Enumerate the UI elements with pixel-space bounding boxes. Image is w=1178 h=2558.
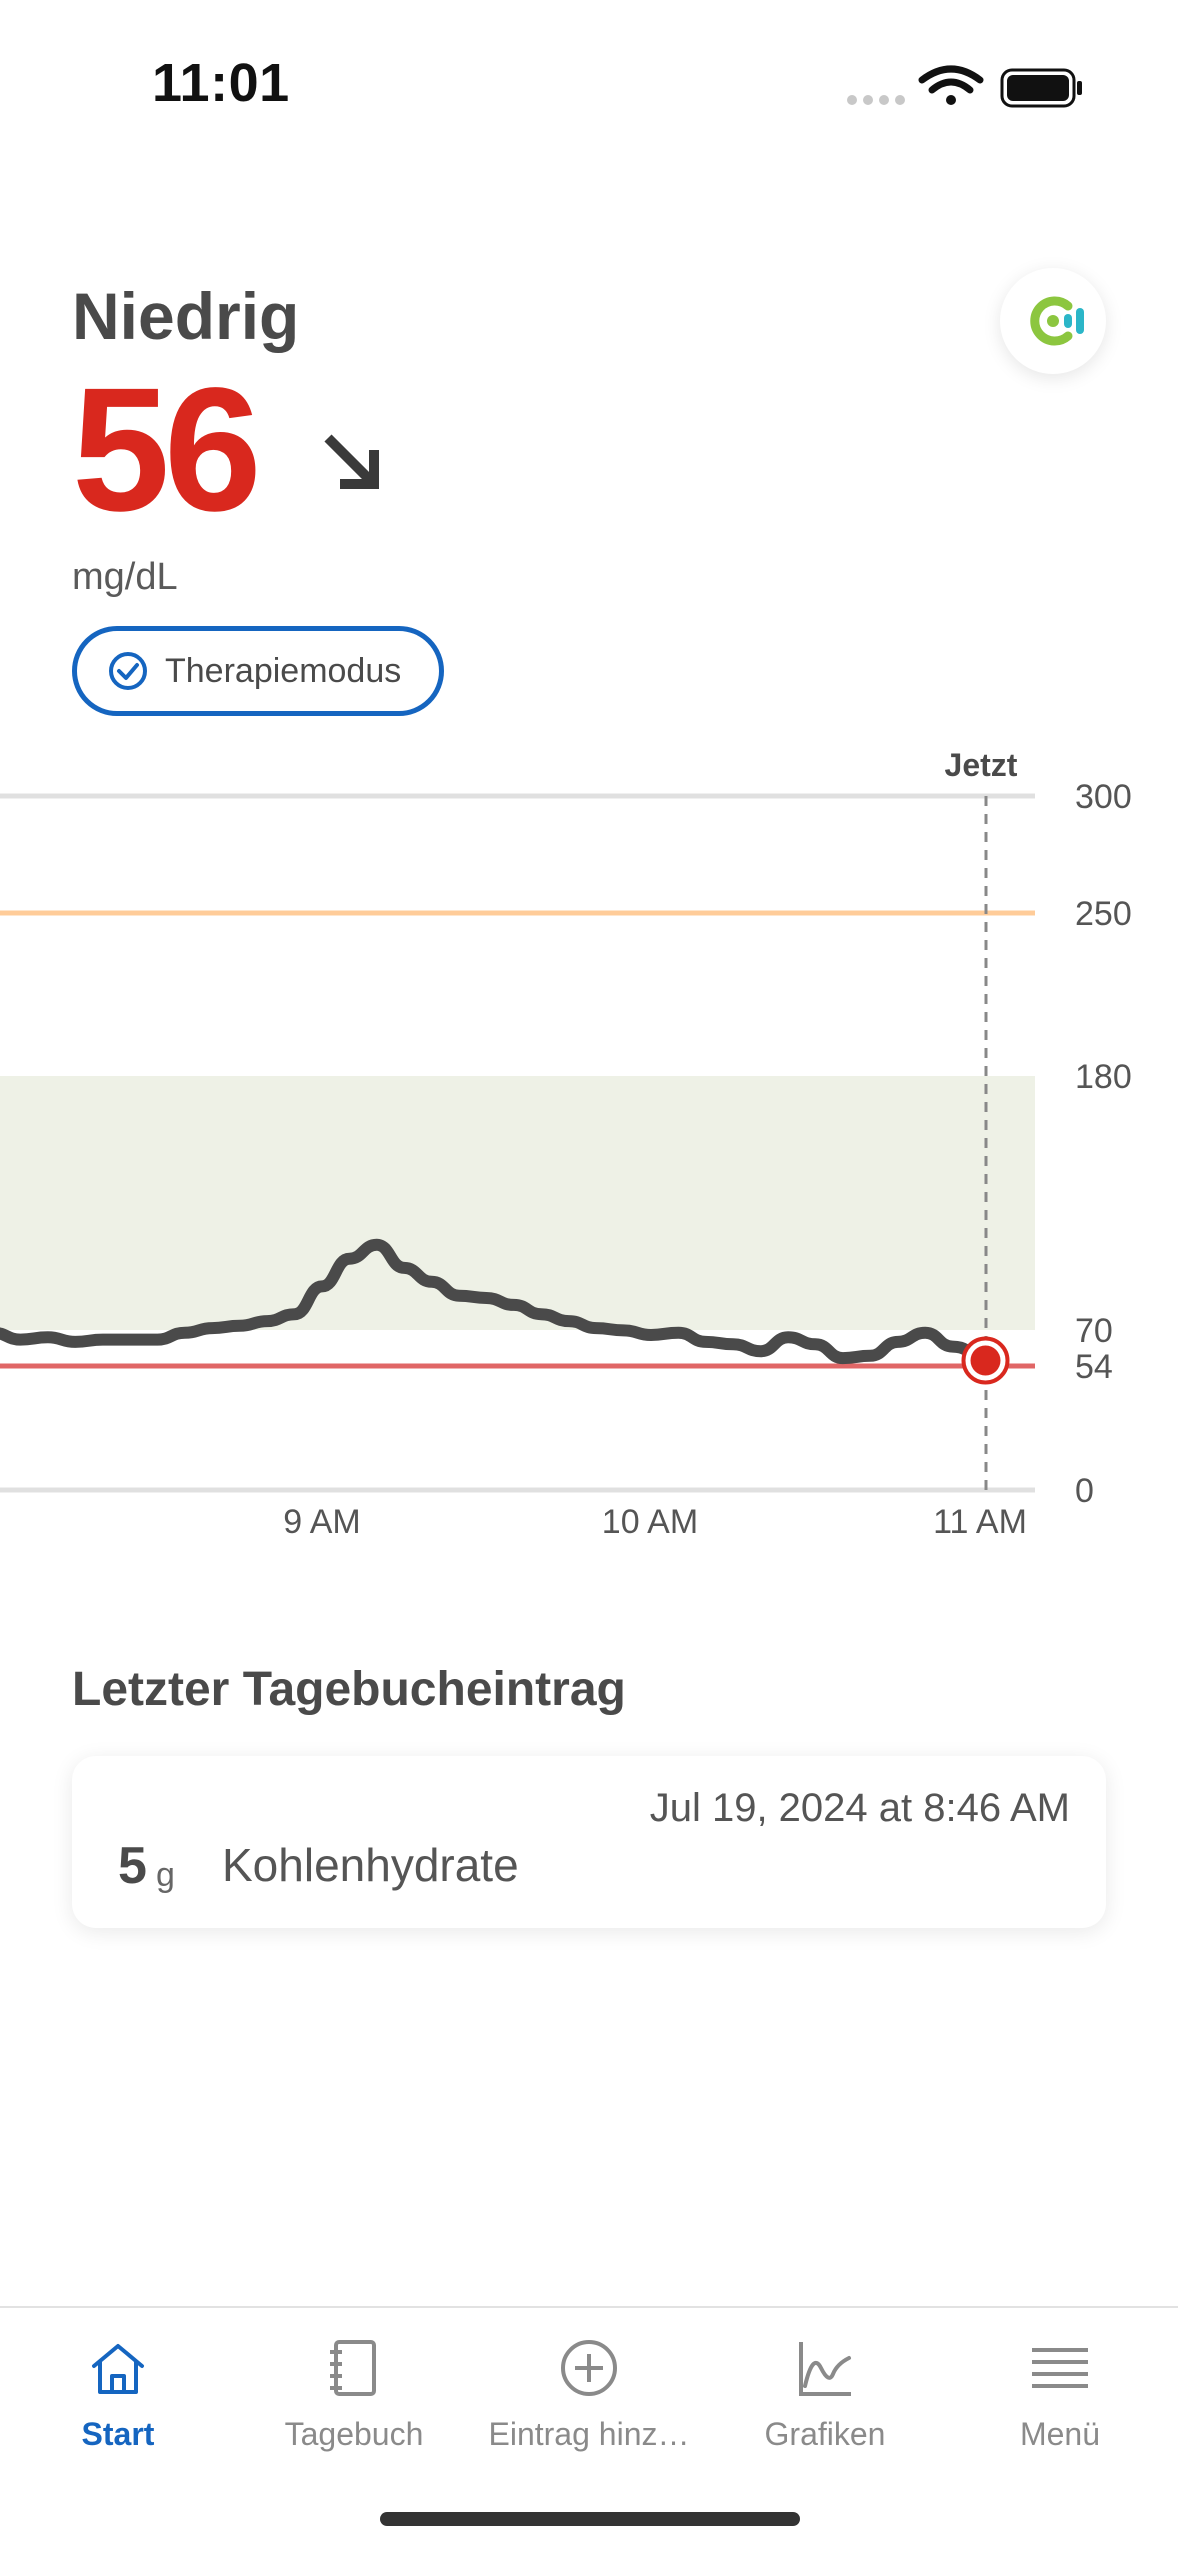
tab-add-entry[interactable]: Eintrag hinz… bbox=[471, 2308, 707, 2478]
cellular-signal-icon bbox=[847, 95, 905, 105]
home-indicator bbox=[380, 2512, 800, 2526]
tab-menu[interactable]: Menü bbox=[942, 2308, 1178, 2478]
therapy-mode-button[interactable]: Therapiemodus bbox=[72, 626, 444, 716]
tab-label: Menü bbox=[1019, 2416, 1101, 2452]
now-label: Jetzt bbox=[945, 747, 1018, 783]
diary-entry-type: Kohlenhydrate bbox=[222, 1839, 519, 1891]
glucose-status-label: Niedrig bbox=[72, 279, 300, 353]
glucose-value: 56 bbox=[72, 352, 262, 548]
y-tick-300: 300 bbox=[1075, 778, 1132, 816]
glucose-unit: mg/dL bbox=[72, 556, 178, 598]
check-circle-icon bbox=[109, 652, 147, 690]
y-tick-0: 0 bbox=[1075, 1472, 1094, 1510]
target-range-band bbox=[0, 1076, 1035, 1330]
current-reading-marker bbox=[961, 1336, 1010, 1385]
plus-circle-icon bbox=[561, 2340, 617, 2396]
tab-start[interactable]: Start bbox=[0, 2308, 236, 2478]
app-logo-button[interactable] bbox=[1000, 268, 1106, 374]
glucose-chart[interactable]: Jetzt 300 250 180 70 54 0 9 AM 10 AM 11 … bbox=[0, 730, 1178, 1550]
status-time: 11:01 bbox=[152, 53, 290, 113]
home-icon bbox=[92, 2344, 144, 2394]
chart-icon bbox=[799, 2342, 851, 2396]
tab-label: Start bbox=[81, 2416, 155, 2452]
trend-arrow-down-right-icon bbox=[324, 434, 379, 489]
status-icons bbox=[847, 65, 1082, 108]
glucose-trace-line bbox=[0, 1238, 992, 1367]
tab-label: Eintrag hinz… bbox=[488, 2416, 690, 2452]
y-tick-70: 70 bbox=[1075, 1312, 1113, 1350]
y-tick-180: 180 bbox=[1075, 1058, 1132, 1096]
wifi-icon bbox=[918, 65, 984, 105]
diary-entry-amount: 5 bbox=[118, 1837, 147, 1895]
diary-entry-date: Jul 19, 2024 at 8:46 AM bbox=[649, 1786, 1070, 1830]
therapy-mode-label: Therapiemodus bbox=[165, 651, 402, 690]
diary-entry-unit: g bbox=[156, 1856, 175, 1894]
y-tick-250: 250 bbox=[1075, 895, 1132, 933]
tab-tagebuch[interactable]: Tagebuch bbox=[236, 2308, 472, 2478]
battery-icon bbox=[1000, 68, 1082, 108]
diary-entry-card[interactable]: Jul 19, 2024 at 8:46 AM 5 g Kohlenhydrat… bbox=[72, 1756, 1106, 1928]
y-tick-54: 54 bbox=[1075, 1348, 1113, 1386]
x-tick-10am: 10 AM bbox=[602, 1503, 698, 1541]
tab-label: Tagebuch bbox=[284, 2416, 424, 2452]
diary-section-title: Letzter Tagebucheintrag bbox=[72, 1663, 626, 1716]
app-logo-icon bbox=[1030, 296, 1084, 346]
x-tick-9am: 9 AM bbox=[283, 1503, 360, 1541]
x-tick-11am: 11 AM bbox=[933, 1503, 1027, 1541]
tab-label: Grafiken bbox=[764, 2416, 886, 2452]
menu-icon bbox=[1032, 2348, 1088, 2388]
notebook-icon bbox=[330, 2340, 376, 2396]
tab-grafiken[interactable]: Grafiken bbox=[707, 2308, 943, 2478]
